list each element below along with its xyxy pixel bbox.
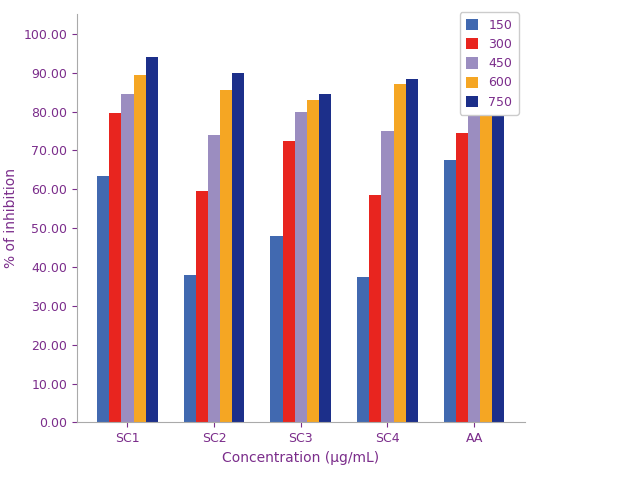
Y-axis label: % of inhibition: % of inhibition	[4, 168, 18, 268]
Bar	[381, 131, 394, 422]
Bar	[232, 72, 244, 422]
Bar	[97, 176, 109, 422]
Bar	[444, 160, 456, 422]
Bar	[394, 84, 406, 422]
Bar	[196, 191, 208, 422]
Bar	[456, 133, 468, 422]
Bar	[109, 113, 122, 422]
Bar	[271, 236, 283, 422]
Bar	[468, 108, 480, 422]
Bar	[480, 83, 492, 422]
Bar	[220, 90, 232, 422]
Bar	[146, 57, 158, 422]
Legend: 150, 300, 450, 600, 750: 150, 300, 450, 600, 750	[460, 12, 518, 115]
Bar	[122, 94, 134, 422]
Bar	[283, 141, 295, 422]
Bar	[369, 195, 381, 422]
Bar	[357, 276, 369, 422]
Bar	[406, 79, 418, 422]
Bar	[492, 71, 504, 422]
Bar	[134, 74, 146, 422]
Bar	[295, 111, 307, 422]
Bar	[319, 94, 331, 422]
X-axis label: Concentration (µg/mL): Concentration (µg/mL)	[222, 451, 380, 465]
Bar	[184, 275, 196, 422]
Bar	[208, 135, 220, 422]
Bar	[307, 100, 319, 422]
